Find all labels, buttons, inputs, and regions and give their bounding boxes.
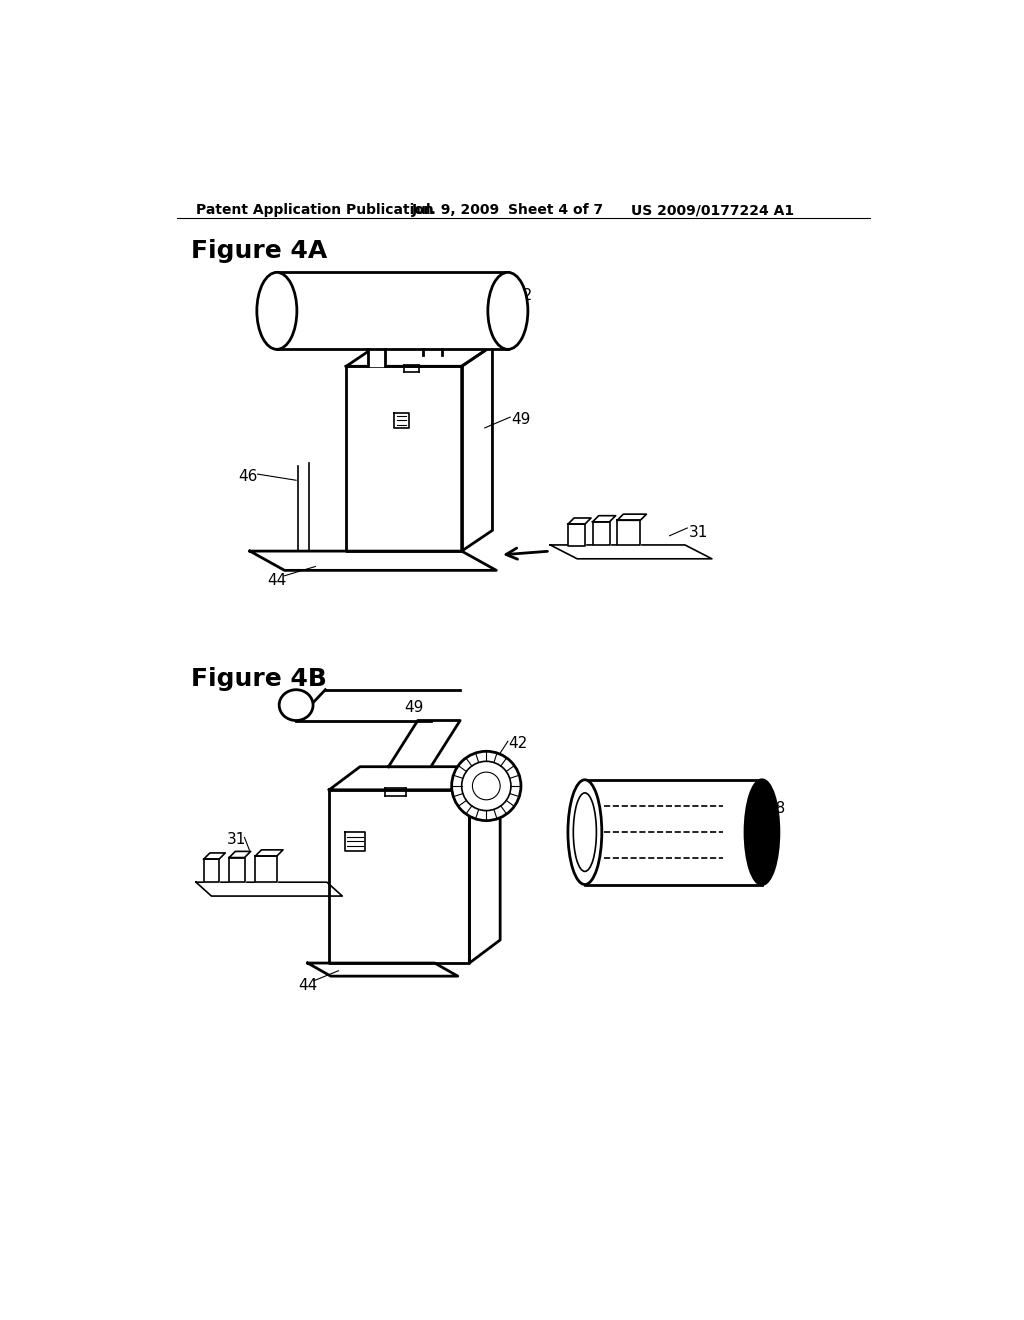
Polygon shape [276, 272, 508, 350]
Polygon shape [593, 521, 609, 545]
Polygon shape [250, 552, 497, 570]
Polygon shape [204, 859, 219, 882]
Polygon shape [394, 412, 410, 428]
Polygon shape [550, 545, 712, 558]
Polygon shape [307, 964, 458, 977]
Ellipse shape [280, 690, 313, 721]
Ellipse shape [745, 780, 779, 884]
Polygon shape [229, 858, 245, 882]
Polygon shape [330, 789, 469, 964]
Text: Figure 4A: Figure 4A [190, 239, 327, 263]
Polygon shape [593, 516, 615, 521]
Text: Patent Application Publication: Patent Application Publication [196, 203, 434, 216]
Text: 31: 31 [689, 525, 709, 540]
Text: 46: 46 [239, 469, 258, 483]
Ellipse shape [568, 780, 602, 884]
Polygon shape [585, 780, 762, 884]
Polygon shape [296, 689, 460, 721]
Text: Figure 4B: Figure 4B [190, 667, 327, 690]
Text: 42: 42 [513, 288, 532, 302]
Polygon shape [617, 520, 640, 545]
Polygon shape [568, 524, 585, 545]
Polygon shape [346, 367, 462, 552]
Ellipse shape [573, 793, 596, 871]
Polygon shape [617, 515, 646, 520]
Text: Sheet 4 of 7: Sheet 4 of 7 [508, 203, 603, 216]
Circle shape [462, 762, 511, 810]
Circle shape [472, 772, 500, 800]
Polygon shape [423, 350, 442, 355]
Polygon shape [345, 832, 366, 851]
Text: 44: 44 [298, 978, 317, 994]
Polygon shape [469, 767, 500, 964]
Text: 42: 42 [508, 737, 527, 751]
Polygon shape [255, 850, 283, 857]
Text: 31: 31 [226, 832, 246, 847]
Text: 44: 44 [267, 573, 287, 587]
Circle shape [452, 751, 521, 821]
Polygon shape [346, 346, 493, 367]
Text: US 2009/0177224 A1: US 2009/0177224 A1 [631, 203, 795, 216]
Polygon shape [204, 853, 225, 859]
Polygon shape [330, 767, 500, 789]
Text: 49: 49 [403, 700, 423, 714]
Ellipse shape [257, 272, 297, 350]
Text: 49: 49 [512, 412, 531, 428]
Text: 48: 48 [766, 801, 785, 816]
Text: Jul. 9, 2009: Jul. 9, 2009 [412, 203, 500, 216]
Polygon shape [388, 721, 460, 767]
Polygon shape [229, 851, 251, 858]
Polygon shape [368, 350, 385, 367]
Polygon shape [568, 517, 591, 524]
Polygon shape [196, 882, 342, 896]
Ellipse shape [487, 272, 528, 350]
Polygon shape [255, 857, 276, 882]
Polygon shape [462, 346, 493, 552]
